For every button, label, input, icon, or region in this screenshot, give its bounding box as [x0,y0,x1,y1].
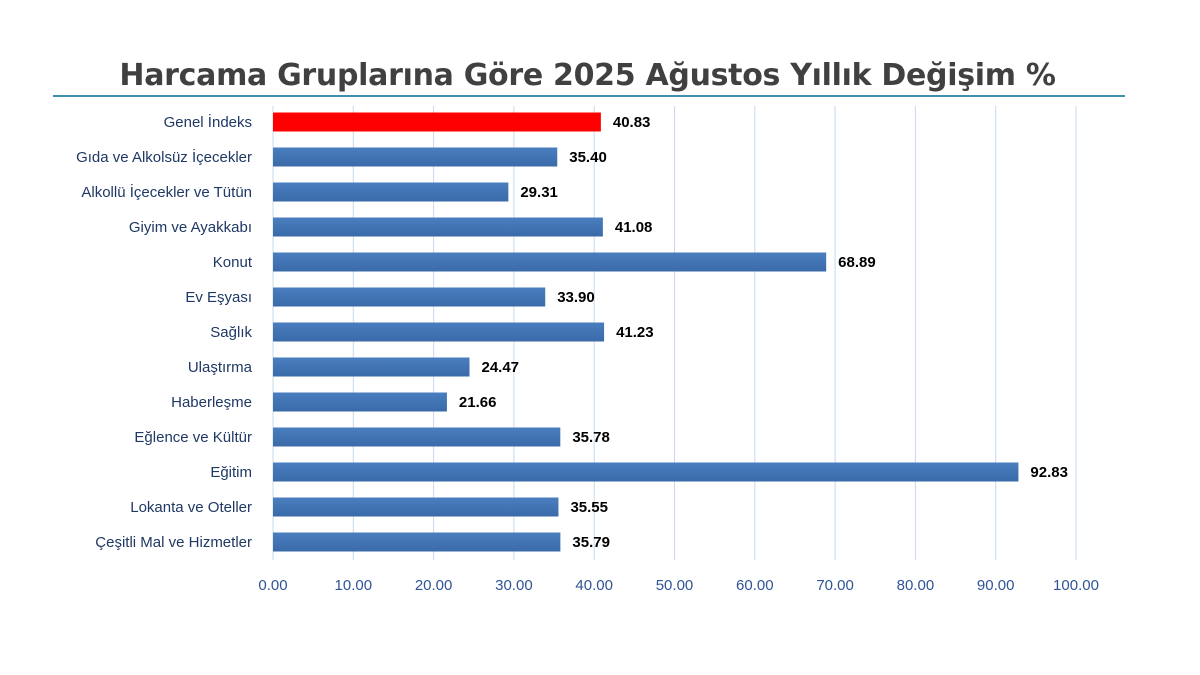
bar [273,357,470,377]
data-label: 29.31 [520,184,558,201]
category-label: Giyim ve Ayakkabı [129,219,252,236]
data-label: 35.55 [570,499,608,516]
bar [273,147,558,167]
chart-title: Harcama Gruplarına Göre 2025 Ağustos Yıl… [119,58,1056,93]
bar [273,287,546,307]
title-underline [53,95,1125,97]
category-label: Alkollü İçecekler ve Tütün [81,183,252,201]
x-tick-label: 80.00 [897,577,935,594]
category-label: Eğlence ve Kültür [134,429,252,446]
data-label: 35.79 [572,534,610,551]
bar [273,427,561,447]
x-tick-label: 40.00 [575,577,613,594]
x-tick-label: 90.00 [977,577,1015,594]
data-label: 21.66 [459,394,497,411]
category-label: Eğitim [210,464,252,481]
data-label: 41.23 [616,324,654,341]
category-label: Konut [213,254,253,271]
bar [273,322,605,342]
x-tick-label: 50.00 [656,577,694,594]
bar-highlight [273,112,601,132]
bar [273,462,1019,482]
data-label: 41.08 [615,219,653,236]
x-tick-label: 100.00 [1053,577,1099,594]
category-label: Haberleşme [171,394,252,411]
data-label: 33.90 [557,289,595,306]
category-label: Ev Eşyası [185,289,252,306]
x-tick-label: 60.00 [736,577,774,594]
data-label: 92.83 [1030,464,1068,481]
data-label: 68.89 [838,254,876,271]
data-label: 35.40 [569,149,607,166]
bar [273,392,447,412]
bar [273,252,827,272]
category-label: Sağlık [210,324,252,341]
category-label: Çeşitli Mal ve Hizmetler [95,534,252,551]
bar [273,532,561,552]
x-tick-label: 30.00 [495,577,533,594]
bar [273,182,509,202]
x-tick-label: 70.00 [816,577,854,594]
category-label: Genel İndeks [164,113,252,131]
x-tick-label: 10.00 [335,577,373,594]
bar [273,217,603,237]
bar [273,497,559,517]
x-tick-label: 20.00 [415,577,453,594]
category-label: Lokanta ve Oteller [130,499,252,516]
data-label: 24.47 [481,359,519,376]
category-label: Gıda ve Alkolsüz İçecekler [76,148,252,166]
x-tick-label: 0.00 [258,577,287,594]
category-label: Ulaştırma [188,359,253,376]
data-label: 40.83 [613,114,651,131]
data-label: 35.78 [572,429,610,446]
